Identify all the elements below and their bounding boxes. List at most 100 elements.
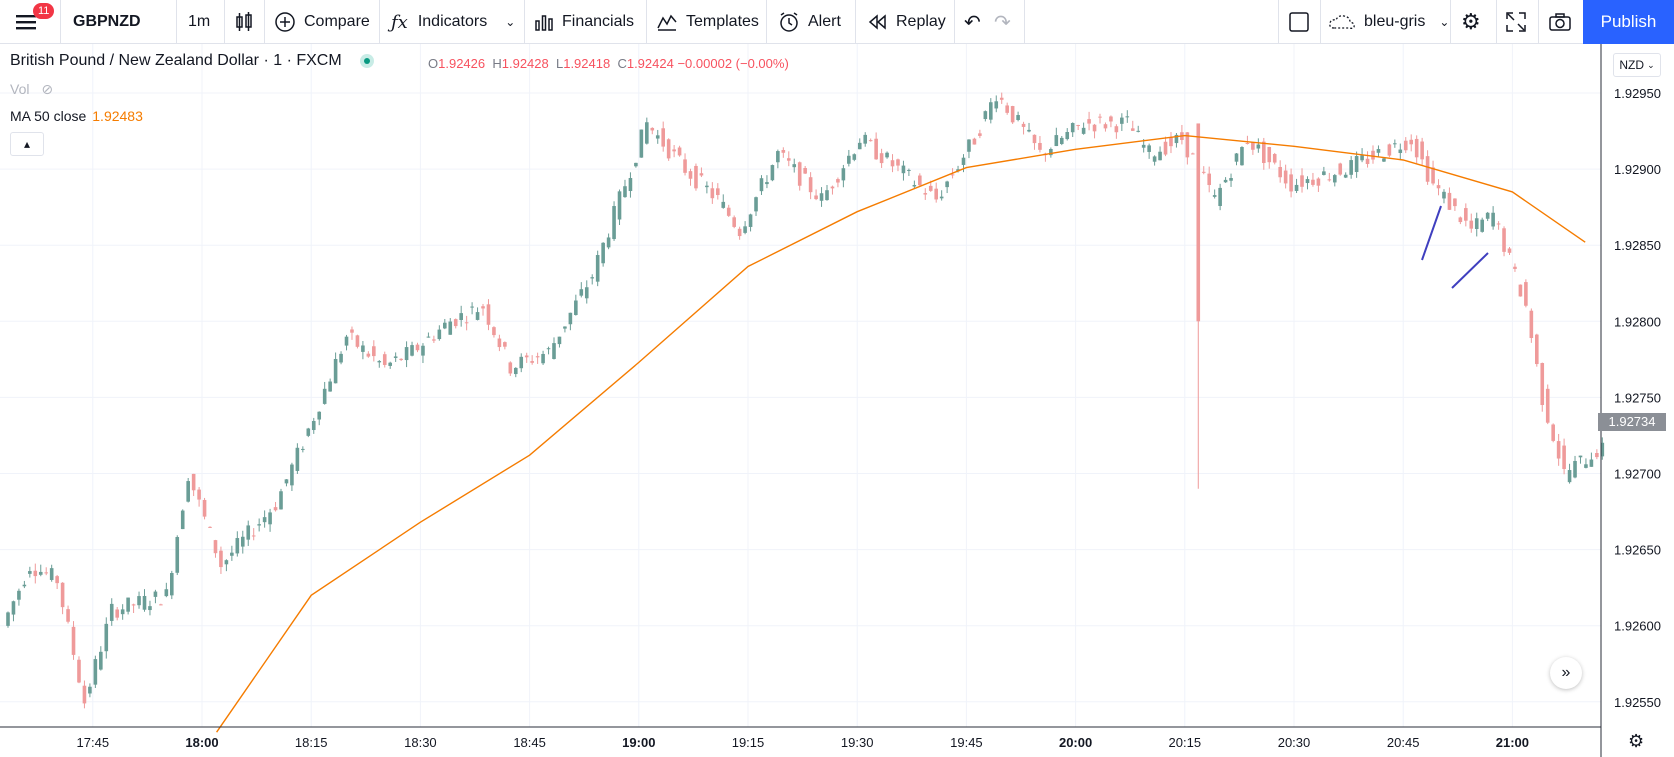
plus-circle-icon bbox=[275, 12, 295, 32]
time-tick-label: 19:15 bbox=[732, 735, 765, 750]
candle bbox=[372, 340, 376, 362]
candle bbox=[513, 367, 518, 378]
symbol-legend[interactable]: British Pound / New Zealand Dollar · 1 ·… bbox=[10, 52, 374, 70]
candle bbox=[623, 179, 627, 198]
menu-button[interactable] bbox=[16, 0, 38, 44]
candle bbox=[322, 381, 327, 405]
candle bbox=[1021, 121, 1026, 135]
indicators-button[interactable]: ƒx Indicators ⌄ bbox=[391, 0, 515, 44]
candle bbox=[104, 617, 109, 659]
candle bbox=[1311, 172, 1315, 187]
compare-button[interactable]: Compare bbox=[274, 0, 370, 44]
candle bbox=[978, 129, 982, 139]
fullscreen-toggle-button[interactable] bbox=[1288, 0, 1310, 44]
candle bbox=[628, 172, 633, 198]
templates-button[interactable]: Templates bbox=[656, 0, 759, 44]
candle bbox=[1114, 124, 1119, 139]
candle bbox=[1267, 146, 1272, 169]
candle bbox=[262, 510, 267, 528]
market-status-icon bbox=[359, 54, 374, 68]
candle bbox=[519, 353, 524, 373]
settings-gear-icon[interactable]: ⚙ bbox=[1461, 9, 1481, 34]
time-tick-label: 18:45 bbox=[513, 735, 546, 750]
candle bbox=[1349, 156, 1353, 179]
candle bbox=[530, 355, 534, 365]
ma-value: 1.92483 bbox=[92, 108, 143, 124]
candle bbox=[1480, 217, 1484, 233]
candle bbox=[279, 488, 283, 510]
publish-button[interactable]: Publish bbox=[1583, 0, 1674, 44]
candle bbox=[1120, 113, 1124, 131]
candle bbox=[1322, 166, 1326, 176]
candle bbox=[77, 656, 81, 684]
volume-legend[interactable]: Vol ⊘ bbox=[10, 81, 53, 98]
chart-type-button[interactable] bbox=[234, 0, 254, 44]
replay-button[interactable]: Replay bbox=[868, 0, 946, 44]
candle bbox=[1447, 187, 1452, 210]
candle bbox=[590, 274, 595, 285]
candle bbox=[49, 564, 54, 582]
candle bbox=[1207, 166, 1211, 193]
time-tick-label: 21:00 bbox=[1496, 735, 1529, 750]
alert-button[interactable]: Alert bbox=[778, 0, 841, 44]
candle bbox=[677, 145, 682, 157]
candle bbox=[972, 137, 977, 145]
symbol-search[interactable]: GBPNZD bbox=[73, 13, 141, 30]
financials-button[interactable]: Financials bbox=[534, 0, 634, 44]
candle bbox=[208, 526, 212, 528]
time-tick-label: 20:00 bbox=[1059, 735, 1092, 750]
candle bbox=[901, 160, 906, 181]
candle bbox=[202, 497, 207, 520]
candle bbox=[1600, 437, 1605, 460]
candle bbox=[503, 341, 507, 350]
candle bbox=[131, 603, 136, 614]
candle bbox=[874, 132, 878, 160]
candle bbox=[568, 312, 573, 331]
candle bbox=[1283, 164, 1288, 189]
time-tick-label: 20:30 bbox=[1278, 735, 1311, 750]
candle bbox=[945, 180, 949, 194]
ma-legend[interactable]: MA 50 close 1.92483 bbox=[10, 108, 143, 124]
layout-menu[interactable]: bleu-gris ⌄ bbox=[1328, 0, 1449, 44]
chevron-down-icon[interactable]: ⌄ bbox=[505, 15, 516, 29]
candle bbox=[1535, 333, 1539, 367]
candle bbox=[967, 139, 971, 159]
candle bbox=[448, 318, 453, 335]
candle bbox=[1409, 134, 1414, 152]
indicators-label: Indicators bbox=[417, 13, 488, 30]
redo-icon[interactable]: ↷ bbox=[994, 11, 1011, 34]
interval-button[interactable]: 1m bbox=[188, 13, 211, 30]
scroll-to-realtime-button[interactable]: » bbox=[1550, 657, 1582, 689]
ma50-line bbox=[216, 134, 1586, 733]
candle bbox=[803, 165, 807, 175]
candle bbox=[1578, 455, 1583, 464]
time-tick-label: 18:15 bbox=[295, 735, 328, 750]
candle bbox=[1076, 124, 1080, 131]
undo-icon[interactable]: ↶ bbox=[964, 11, 981, 34]
candle bbox=[1414, 135, 1419, 164]
double-chevron-right-icon: » bbox=[1561, 664, 1571, 681]
candle bbox=[426, 332, 431, 338]
candle bbox=[672, 145, 676, 158]
expand-icon[interactable] bbox=[1505, 0, 1527, 44]
candle bbox=[290, 462, 294, 491]
currency-select[interactable]: NZD ⌄ bbox=[1613, 53, 1661, 77]
candle bbox=[159, 603, 163, 606]
eye-crossed-icon[interactable]: ⊘ bbox=[41, 81, 54, 97]
candle bbox=[923, 188, 928, 200]
candle bbox=[645, 117, 649, 145]
collapse-legend-button[interactable]: ▴ bbox=[10, 132, 44, 156]
candle bbox=[1595, 449, 1599, 460]
candle bbox=[989, 98, 993, 124]
candle bbox=[453, 318, 458, 329]
price-axis: 1.92950 1.92900 1.92850 1.92800 1.92750 1.927… bbox=[1614, 86, 1661, 710]
price-chart[interactable]: 1.92950 1.92900 1.92850 1.92800 1.92750 1.927… bbox=[0, 44, 1674, 757]
candle bbox=[688, 168, 693, 186]
candle bbox=[939, 190, 944, 201]
axis-settings-gear-icon[interactable]: ⚙ bbox=[1628, 731, 1645, 751]
camera-icon[interactable] bbox=[1548, 0, 1572, 44]
chevron-down-icon[interactable]: ⌄ bbox=[1439, 15, 1450, 29]
candle bbox=[1152, 155, 1157, 166]
time-axis: 17:45 18:00 18:15 18:30 18:45 19:00 19:15 19:30… bbox=[77, 735, 1529, 750]
candle bbox=[1589, 452, 1594, 467]
